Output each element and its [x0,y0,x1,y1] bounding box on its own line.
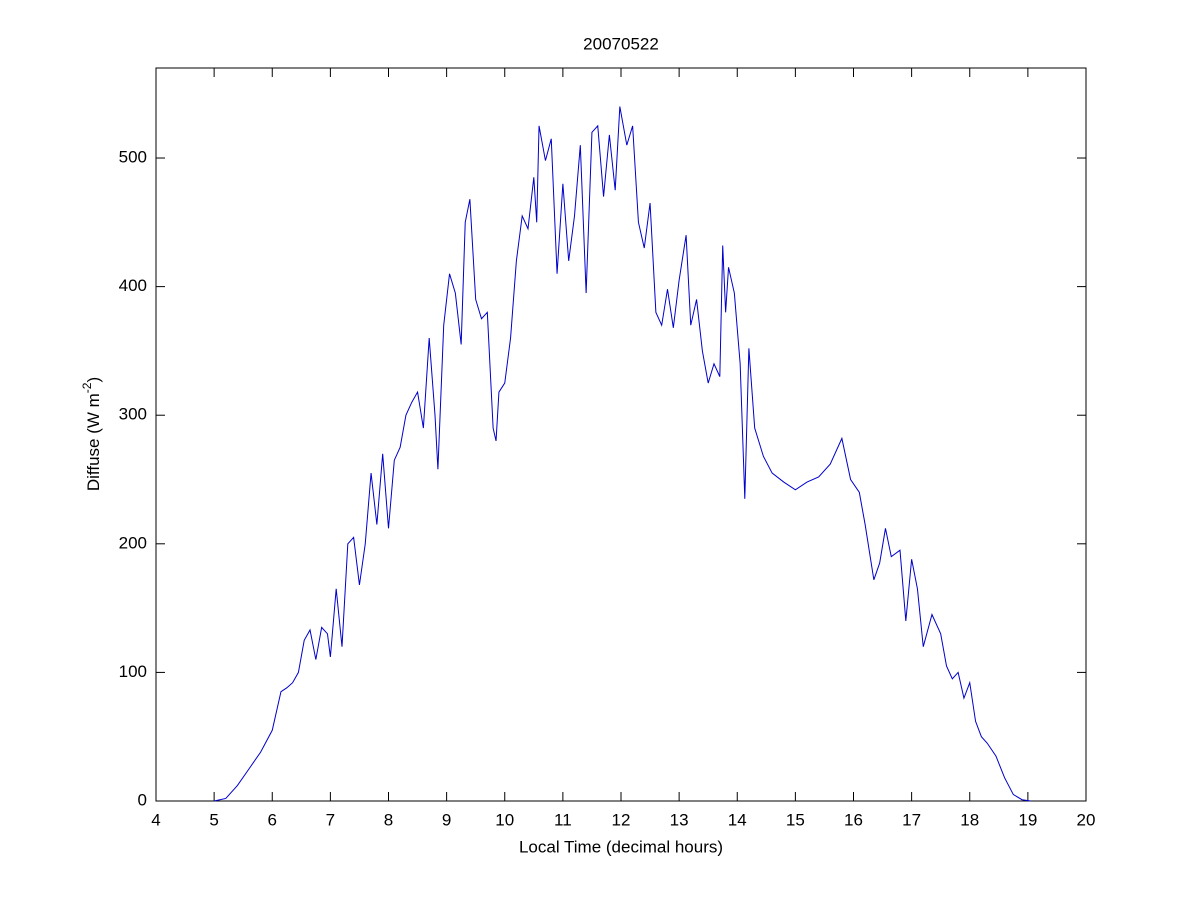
x-tick-label: 15 [786,810,805,829]
chart-title: 20070522 [583,34,659,53]
x-tick-label: 12 [612,810,631,829]
y-tick-label: 400 [119,276,147,295]
y-label-main: Diffuse (W m [84,393,103,491]
y-label-end: ) [84,377,103,383]
x-tick-label: 10 [495,810,514,829]
x-tick-label: 7 [326,810,335,829]
y-label-sup: -2 [80,382,94,393]
x-tick-label: 20 [1077,810,1096,829]
x-tick-label: 14 [728,810,747,829]
x-tick-label: 5 [209,810,218,829]
x-tick-label: 19 [1018,810,1037,829]
x-tick-label: 13 [670,810,689,829]
data-line [214,106,1031,802]
y-tick-label: 500 [119,148,147,167]
x-tick-label: 11 [554,810,572,829]
x-axis-label: Local Time (decimal hours) [519,837,723,856]
x-tick-label: 17 [902,810,921,829]
x-tick-label: 6 [268,810,277,829]
x-tick-label: 4 [151,810,160,829]
y-axis-label: Diffuse (W m-2) [80,377,103,491]
plot-frame [155,67,1087,802]
x-tick-label: 9 [442,810,451,829]
y-tick-label: 300 [119,405,147,424]
x-tick-label: 18 [960,810,979,829]
x-tick-label: 8 [384,810,393,829]
y-tick-label: 200 [119,533,147,552]
x-tick-label: 16 [844,810,863,829]
y-tick-label: 0 [138,790,147,809]
y-tick-label: 100 [119,662,147,681]
